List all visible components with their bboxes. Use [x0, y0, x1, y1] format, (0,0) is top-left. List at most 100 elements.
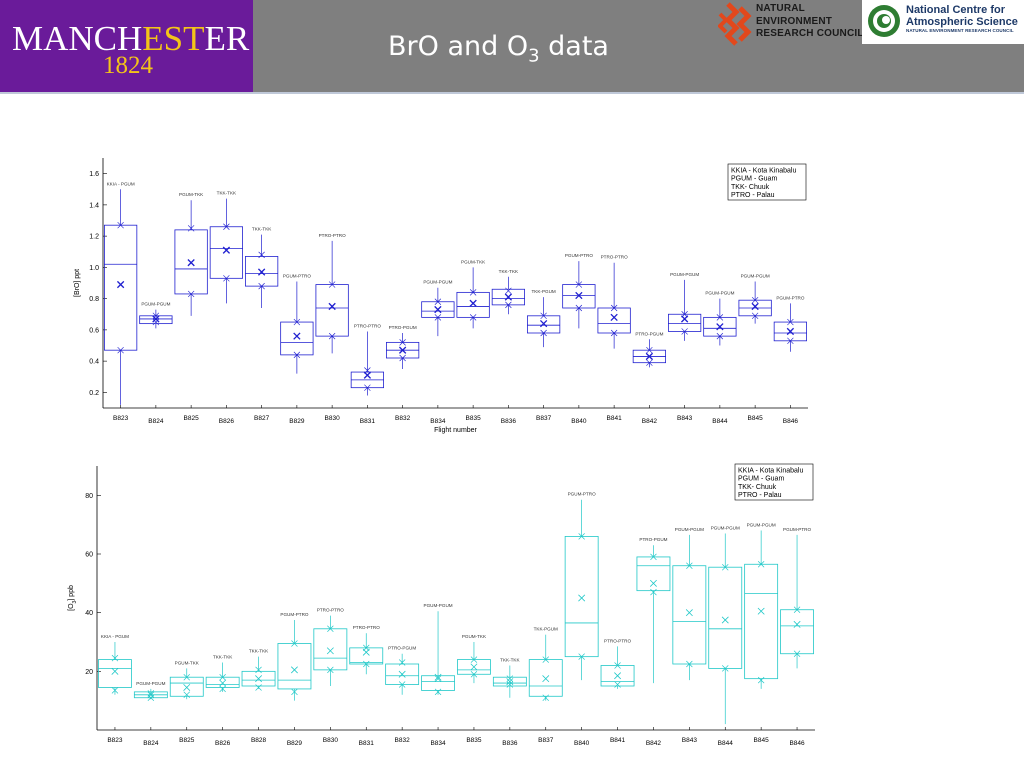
box-B835: PGUM-TKK [457, 634, 491, 684]
mean-marker [293, 332, 301, 340]
percentile-low-marker [434, 314, 442, 321]
legend-entry: PGUM - Guam [731, 176, 777, 183]
mean-marker [578, 594, 586, 602]
title-subscript: 3 [528, 45, 540, 67]
legend-box [734, 463, 814, 501]
mean-marker [290, 666, 298, 674]
iqr-box [169, 676, 204, 697]
percentile-low-marker [434, 688, 442, 696]
university-year: 1824 [103, 52, 153, 79]
percentile-low-marker [291, 688, 298, 696]
percentile-low-marker [328, 332, 336, 340]
percentile-low-marker [650, 588, 657, 596]
box-B826: TKK-TKK [209, 191, 243, 304]
percentile-low-marker [223, 275, 230, 282]
y-axis-label: [O3] ppb [68, 585, 78, 611]
percentile-high-marker [328, 281, 336, 288]
box-B837: TKK-PGUM [528, 627, 563, 701]
route-label: PTRO-PGUM [388, 646, 416, 651]
x-tick-label: B823 [107, 737, 123, 744]
percentile-high-marker [716, 314, 724, 321]
percentile-high-marker [434, 675, 442, 682]
title-main: BrO and O [388, 31, 529, 62]
percentile-high-marker [578, 533, 585, 540]
x-tick-label: B840 [574, 740, 590, 747]
box-B832: PTRO-PGUM [385, 646, 420, 695]
percentile-low-marker [575, 304, 583, 312]
iqr-box [636, 556, 671, 592]
route-label: TKK-TKK [499, 269, 519, 274]
percentile-high-marker [793, 606, 801, 613]
x-tick-label: B835 [466, 415, 482, 422]
route-label: PTRO-PTRO [319, 233, 346, 238]
percentile-low-marker [646, 359, 653, 366]
nerc-line3: RESEARCH COUNCIL [756, 28, 864, 39]
legend-entry: TKK- Chuuk [738, 484, 777, 491]
percentile-high-marker [258, 251, 265, 259]
y-tick-label: 20 [85, 669, 93, 676]
x-tick-label: B824 [143, 740, 159, 747]
box-B843: PGUM-PGUM [668, 272, 702, 341]
percentile-high-marker [614, 662, 621, 669]
box-B836: TKK-TKK [491, 269, 525, 315]
y-tick-label: 40 [85, 610, 93, 617]
y-tick-label: 1.4 [89, 202, 99, 209]
mean-marker [506, 678, 514, 686]
percentile-low-marker [187, 290, 195, 298]
percentile-high-marker [434, 298, 442, 305]
y-tick-label: 0.6 [89, 327, 99, 334]
route-label: PGUM-PGUM [670, 272, 699, 277]
legend-entry: PTRO - Palau [731, 192, 775, 199]
mean-marker [786, 327, 795, 336]
y-tick-label: 1.6 [89, 171, 99, 178]
x-tick-label: B825 [184, 415, 200, 422]
percentile-low-marker [363, 660, 370, 668]
percentile-high-marker [751, 296, 759, 304]
x-tick-label: B836 [501, 418, 517, 425]
mean-marker [645, 352, 654, 361]
box-B824: PGUM-PGUM [139, 302, 173, 329]
y-axis-label: [BrO] ppt [74, 269, 81, 297]
mean-marker [116, 280, 125, 289]
route-label: TKK-PGUM [534, 627, 558, 632]
box-B846: PGUM-PTRO [773, 295, 807, 352]
header-divider [0, 92, 1024, 94]
mean-marker [152, 315, 160, 323]
bro-boxplot-chart: 0.2 0.4 0.6 0.8 1.0 1.2 1.4 1.6 [BrO] ppt KKIA - … [74, 158, 808, 434]
route-label: TKK-PGUM [532, 289, 556, 294]
route-label: PTRO-PTRO [604, 638, 631, 643]
box-B829: PGUM-PTRO [277, 612, 312, 701]
percentile-high-marker [722, 563, 729, 571]
iqr-box [313, 628, 348, 671]
percentile-high-marker [610, 304, 618, 312]
x-tick-label: B826 [215, 740, 231, 747]
ncas-line1: National Centre for [906, 4, 1006, 16]
iqr-box [104, 224, 138, 351]
mean-marker [757, 607, 765, 615]
box-B845: PGUM-PGUM [744, 523, 779, 689]
iqr-box [277, 643, 312, 690]
percentile-low-marker [751, 312, 759, 320]
box-B830: PTRO-PTRO [313, 608, 348, 686]
mean-marker [649, 579, 657, 587]
route-label: PTRO-PGUM [635, 331, 663, 336]
percentile-high-marker [255, 666, 262, 674]
percentile-low-marker [469, 314, 477, 321]
x-tick-label: B827 [254, 415, 270, 422]
mean-marker [610, 313, 618, 322]
box-B832: PTRO-PGUM [386, 325, 420, 369]
mean-marker [751, 302, 759, 311]
x-tick-label: B843 [682, 737, 698, 744]
percentile-high-marker [187, 225, 195, 232]
mean-marker [398, 346, 407, 354]
box-B844: PGUM-PGUM [708, 525, 743, 725]
iqr-box [492, 676, 527, 687]
box-B844: PGUM-PGUM [703, 291, 737, 346]
percentile-low-marker [255, 684, 262, 691]
percentile-low-marker [793, 650, 801, 657]
percentile-high-marker [399, 339, 406, 346]
x-tick-label: B831 [360, 418, 376, 425]
y-tick-label: 1.0 [89, 265, 99, 272]
box-B831: PTRO-PTRO [349, 625, 384, 675]
mean-marker [469, 299, 477, 307]
